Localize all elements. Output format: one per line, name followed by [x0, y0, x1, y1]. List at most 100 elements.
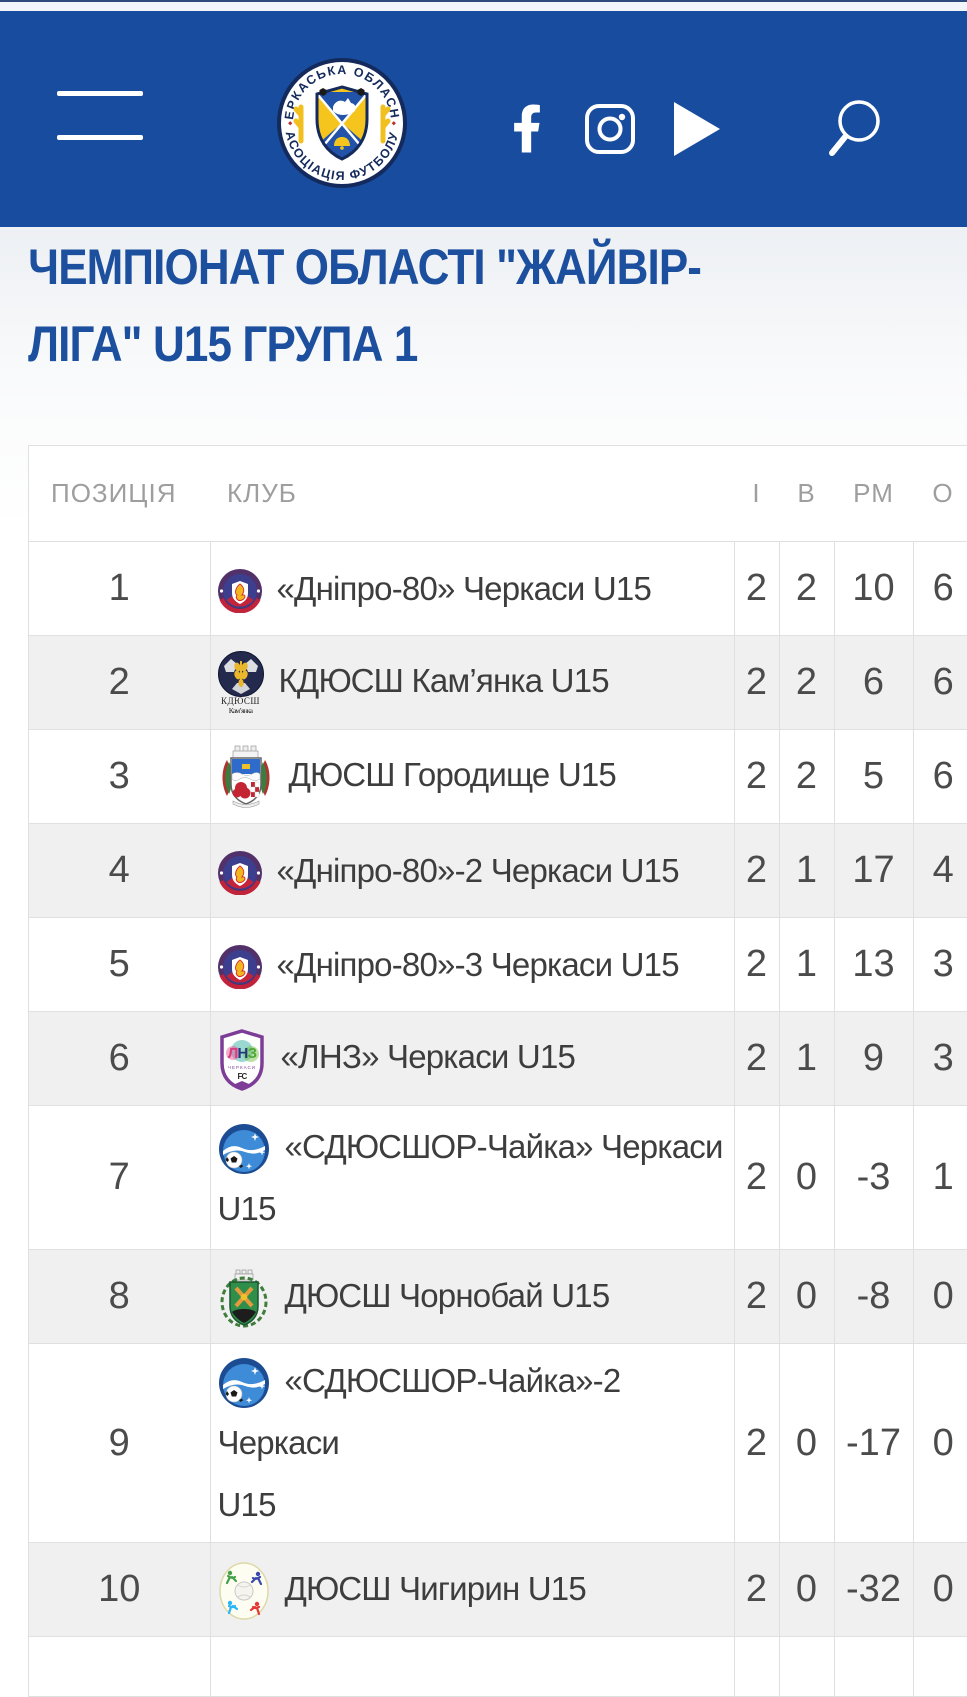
points-cell: 6: [913, 730, 967, 824]
position-cell: 10: [29, 1543, 211, 1637]
svg-text:ЧЕРКАСИ: ЧЕРКАСИ: [227, 1065, 255, 1070]
column-header-position: ПОЗИЦІЯ: [29, 446, 211, 542]
wins-cell: 0: [779, 1543, 834, 1637]
club-name: КДЮСШ Кам’янка U15: [279, 662, 609, 699]
position-cell: 4: [29, 824, 211, 918]
wins-cell: 2: [779, 542, 834, 636]
games-cell: 2: [734, 824, 779, 918]
position-cell: 1: [29, 542, 211, 636]
points-cell: 3: [913, 1012, 967, 1106]
wins-cell: 2: [779, 636, 834, 730]
column-header-club: КЛУБ: [210, 446, 734, 542]
goal-diff-cell: 5: [834, 730, 913, 824]
games-cell: 2: [734, 1344, 779, 1543]
club-logo-chyhyryn-icon: [218, 1561, 270, 1621]
club-logo-dnipro80-icon: [218, 851, 262, 895]
club-name: «ЛНЗ» Черкаси U15: [281, 1038, 576, 1075]
club-logo-horodyshche-icon: [218, 745, 274, 809]
play-icon[interactable]: [671, 99, 723, 159]
club-cell: ДЮСШ Чорнобай U15: [210, 1250, 734, 1344]
wins-cell: 1: [779, 824, 834, 918]
table-row: 10 ДЮСШ Чигирин U15 2 0 -32 0: [29, 1543, 967, 1637]
points-cell: 6: [913, 542, 967, 636]
table-row: 8 ДЮСШ Чорнобай U15 2 0 -8 0: [29, 1250, 967, 1344]
wins-cell: 2: [779, 730, 834, 824]
games-cell: 2: [734, 1250, 779, 1344]
games-cell: 2: [734, 1106, 779, 1250]
club-cell: ДЮСШ Городище U15: [210, 730, 734, 824]
games-cell: 2: [734, 636, 779, 730]
goal-diff-cell: -32: [834, 1543, 913, 1637]
column-header-games: І: [734, 446, 779, 542]
page-title: ЧЕМПІОНАТ ОБЛАСТІ "ЖАЙВІР-ЛІГА" U15 ГРУП…: [0, 227, 851, 383]
top-strip: [0, 0, 967, 11]
table-row: 5 «Дніпро-80»-3 Черкаси U15 2 1 13 3: [29, 918, 967, 1012]
games-cell: 2: [734, 918, 779, 1012]
goal-diff-cell: 10: [834, 542, 913, 636]
club-cell: «Дніпро-80» Черкаси U15: [210, 542, 734, 636]
position-cell: 9: [29, 1344, 211, 1543]
wins-cell: 0: [779, 1250, 834, 1344]
club-name-line2: U15: [218, 1190, 276, 1227]
standings-table: ПОЗИЦІЯ КЛУБ І В РМ О 1 «Дніпро-80» Черк…: [28, 445, 967, 1697]
facebook-icon[interactable]: [512, 104, 542, 153]
wins-cell: 0: [779, 1344, 834, 1543]
column-header-goal-diff: РМ: [834, 446, 913, 542]
club-name: ДЮСШ Чигирин U15: [285, 1570, 586, 1607]
wins-cell: 0: [779, 1106, 834, 1250]
points-cell: 6: [913, 636, 967, 730]
goal-diff-cell: 17: [834, 824, 913, 918]
search-icon[interactable]: [818, 95, 886, 163]
goal-diff-cell: 9: [834, 1012, 913, 1106]
points-cell: 1: [913, 1106, 967, 1250]
position-cell: 8: [29, 1250, 211, 1344]
goal-diff-cell: 13: [834, 918, 913, 1012]
points-cell: 3: [913, 918, 967, 1012]
column-header-wins: В: [779, 446, 834, 542]
club-cell: «Дніпро-80»-3 Черкаси U15: [210, 918, 734, 1012]
points-cell: 0: [913, 1344, 967, 1543]
position-cell: 2: [29, 636, 211, 730]
club-name: «Дніпро-80»-3 Черкаси U15: [277, 946, 679, 983]
position-cell: 6: [29, 1012, 211, 1106]
club-name: ДЮСШ Чорнобай U15: [285, 1277, 610, 1314]
position-cell: 3: [29, 730, 211, 824]
club-name: «Дніпро-80» Черкаси U15: [277, 570, 652, 607]
club-logo-dnipro80-icon: [218, 569, 262, 613]
wins-cell: 1: [779, 1012, 834, 1106]
games-cell: 2: [734, 1543, 779, 1637]
column-header-points: О: [913, 446, 967, 542]
instagram-icon[interactable]: [584, 103, 636, 155]
club-logo-chornobai-icon: [218, 1268, 270, 1328]
club-cell: «Дніпро-80»-2 Черкаси U15: [210, 824, 734, 918]
games-cell: 2: [734, 730, 779, 824]
club-logo-chaika-icon: [218, 1357, 270, 1409]
club-name: ДЮСШ Городище U15: [289, 756, 617, 793]
page-content: ЧЕМПІОНАТ ОБЛАСТІ "ЖАЙВІР-ЛІГА" U15 ГРУП…: [0, 227, 967, 1697]
games-cell: 2: [734, 542, 779, 636]
club-name: «СДЮСШОР-Чайка» Черкаси: [285, 1128, 723, 1165]
club-name-line2: U15: [218, 1486, 276, 1523]
table-row-partial: [29, 1637, 967, 1697]
club-name: «Дніпро-80»-2 Черкаси U15: [277, 852, 679, 889]
table-row: 3 ДЮСШ Городище U15 2 2 5 6: [29, 730, 967, 824]
goal-diff-cell: 6: [834, 636, 913, 730]
hamburger-menu-icon[interactable]: [57, 91, 143, 140]
points-cell: 0: [913, 1543, 967, 1637]
kamianka-caption-line2: Кам’янка: [218, 707, 264, 715]
goal-diff-cell: -8: [834, 1250, 913, 1344]
table-header-row: ПОЗИЦІЯ КЛУБ І В РМ О: [29, 446, 967, 542]
position-cell: 7: [29, 1106, 211, 1250]
points-cell: 4: [913, 824, 967, 918]
